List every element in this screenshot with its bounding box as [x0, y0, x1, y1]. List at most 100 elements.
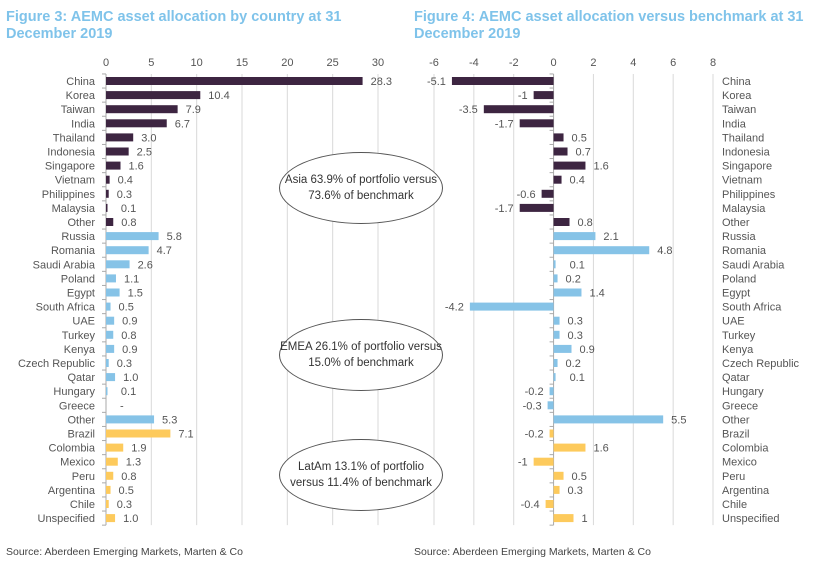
c1-category-label: China	[722, 76, 752, 88]
c1-bar	[549, 387, 554, 396]
c0-category-label: Czech Republic	[18, 358, 96, 370]
c0-bar	[106, 415, 155, 424]
c1-bar	[553, 373, 556, 382]
c1-category-label: Argentina	[722, 485, 770, 497]
c0-data-label: 7.1	[178, 429, 193, 441]
c0-data-label: 6.7	[175, 118, 190, 130]
c1-category-label: Colombia	[722, 443, 769, 455]
c1-data-label: 5.5	[671, 414, 686, 426]
c0-category-label: Indonesia	[47, 147, 96, 159]
c0-data-label: 1.9	[131, 443, 146, 455]
c0-category-label: Hungary	[53, 386, 95, 398]
c1-data-label: -4.2	[445, 302, 464, 314]
c0-category-label: Vietnam	[55, 175, 95, 187]
c0-data-label: 0.8	[121, 217, 136, 229]
c1-xtick-label: 0	[551, 57, 557, 69]
c0-data-label: 28.3	[371, 76, 392, 88]
c0-data-label: -	[120, 400, 124, 412]
c1-xtick-label: 2	[590, 57, 596, 69]
c0-data-label: 5.3	[162, 414, 177, 426]
c0-data-label: 0.1	[121, 203, 136, 215]
c0-xtick-label: 10	[191, 57, 203, 69]
c1-data-label: 2.1	[603, 231, 618, 243]
c0-category-label: Romania	[51, 245, 96, 257]
c0-category-label: Qatar	[67, 372, 95, 384]
c0-bar	[106, 485, 111, 494]
c0-data-label: 2.6	[138, 259, 153, 271]
c0-bar	[106, 330, 114, 339]
c0-bar	[106, 457, 118, 466]
c0-category-label: Chile	[70, 499, 95, 511]
c1-bar	[553, 359, 558, 367]
c0-bar	[106, 500, 109, 508]
c0-category-label: Philippines	[42, 189, 96, 201]
c0-category-label: Peru	[72, 471, 95, 483]
c1-bar	[469, 302, 554, 311]
c0-category-label: India	[71, 118, 96, 130]
c1-category-label: Kenya	[722, 344, 754, 356]
c0-category-label: Brazil	[67, 429, 95, 441]
c1-bar	[483, 105, 554, 114]
c1-bar	[553, 344, 572, 353]
c1-bar	[541, 189, 554, 198]
c0-category-label: Saudi Arabia	[33, 259, 96, 271]
c0-bar	[106, 316, 115, 325]
c0-data-label: 3.0	[141, 132, 156, 144]
c0-data-label: 0.9	[122, 344, 137, 356]
c1-data-label: 0.1	[570, 372, 585, 384]
c1-xtick-label: 6	[670, 57, 676, 69]
c0-xtick-label: 5	[148, 57, 154, 69]
c0-bar	[106, 91, 201, 100]
c1-bar	[553, 133, 564, 142]
c1-bar	[553, 147, 568, 156]
c0-bar	[106, 514, 116, 523]
c0-data-label: 1.0	[123, 513, 138, 525]
c1-data-label: -0.2	[525, 429, 544, 441]
c1-category-label: Korea	[722, 90, 752, 102]
c1-category-label: Taiwan	[722, 104, 756, 116]
figure-4-title: Figure 4: AEMC asset allocation versus b…	[414, 9, 804, 42]
c1-xtick-label: -2	[509, 57, 519, 69]
c1-category-label: Mexico	[722, 457, 757, 469]
c0-bar	[106, 161, 121, 170]
c0-bar	[106, 105, 178, 114]
c1-bar	[553, 485, 560, 494]
c0-data-label: 2.5	[137, 147, 152, 159]
c0-bar	[106, 203, 108, 212]
c0-category-label: Malaysia	[52, 203, 96, 215]
c0-bar	[106, 359, 109, 367]
c1-bar	[553, 330, 560, 339]
c0-data-label: 1.0	[123, 372, 138, 384]
c1-category-label: South Africa	[722, 302, 782, 314]
c0-data-label: 1.5	[128, 288, 143, 300]
c1-category-label: UAE	[722, 316, 745, 328]
c1-data-label: 1	[582, 513, 588, 525]
c1-bar	[553, 288, 582, 297]
c0-bar	[106, 189, 109, 198]
c0-bar	[106, 429, 171, 438]
c1-data-label: -5.1	[427, 76, 446, 88]
c1-bar	[553, 246, 650, 255]
c1-category-label: Egypt	[722, 288, 750, 300]
c0-bar	[106, 443, 124, 452]
c1-data-label: 1.4	[589, 288, 604, 300]
c0-bar	[106, 218, 114, 226]
c0-data-label: 0.4	[118, 175, 133, 187]
c1-category-label: Russia	[722, 231, 757, 243]
c1-xtick-label: -4	[469, 57, 479, 69]
c1-bar	[553, 471, 564, 480]
c1-bar	[533, 457, 554, 466]
figure-3-source: Source: Aberdeen Emerging Markets, Marte…	[6, 546, 243, 558]
c0-bar	[106, 232, 159, 241]
c0-data-label: 0.1	[121, 386, 136, 398]
c0-data-label: 1.1	[124, 273, 139, 285]
c1-data-label: 0.5	[572, 132, 587, 144]
c0-data-label: 0.5	[119, 485, 134, 497]
c1-data-label: 0.9	[580, 344, 595, 356]
c1-category-label: Peru	[722, 471, 745, 483]
c0-xtick-label: 15	[236, 57, 248, 69]
c1-category-label: Saudi Arabia	[722, 259, 785, 271]
c0-data-label: 7.9	[186, 104, 201, 116]
c0-bar	[106, 344, 115, 353]
